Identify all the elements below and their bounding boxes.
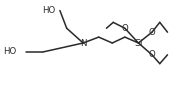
Text: O: O	[149, 50, 155, 59]
Text: Si: Si	[134, 39, 143, 48]
Text: HO: HO	[3, 47, 16, 56]
Text: O: O	[149, 28, 155, 37]
Text: HO: HO	[42, 6, 55, 15]
Text: N: N	[80, 39, 86, 48]
Text: O: O	[121, 24, 128, 33]
